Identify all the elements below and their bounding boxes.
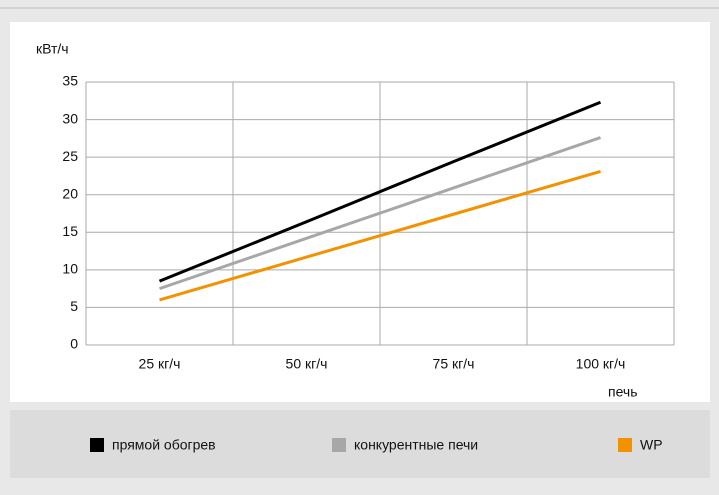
legend-label: WP xyxy=(640,437,663,453)
legend-label: прямой обогрев xyxy=(112,437,216,453)
y-tick-label: 35 xyxy=(62,73,78,89)
y-tick-label: 30 xyxy=(62,110,78,126)
y-tick-label: 20 xyxy=(62,185,78,201)
x-tick-label: 100 кг/ч xyxy=(576,356,626,372)
x-tick-label: 25 кг/ч xyxy=(139,356,181,372)
legend-label: конкурентные печи xyxy=(354,437,478,453)
series-line xyxy=(158,100,602,283)
y-tick-label: 10 xyxy=(62,261,78,277)
y-tick-label: 5 xyxy=(70,298,78,314)
legend-swatch xyxy=(332,438,346,452)
y-tick-label: 0 xyxy=(70,336,78,352)
series-line xyxy=(159,169,601,302)
x-tick-label: 50 кг/ч xyxy=(286,356,328,372)
legend-swatch xyxy=(618,438,632,452)
y-tick-label: 25 xyxy=(62,148,78,164)
legend-swatch xyxy=(90,438,104,452)
legend-panel xyxy=(10,410,710,478)
y-tick-label: 15 xyxy=(62,223,78,239)
x-tick-label: 75 кг/ч xyxy=(433,356,475,372)
y-axis-label: кВт/ч xyxy=(36,41,69,57)
plot-panel xyxy=(10,22,710,402)
x-axis-label: печь xyxy=(608,384,638,400)
series-line xyxy=(159,136,601,291)
